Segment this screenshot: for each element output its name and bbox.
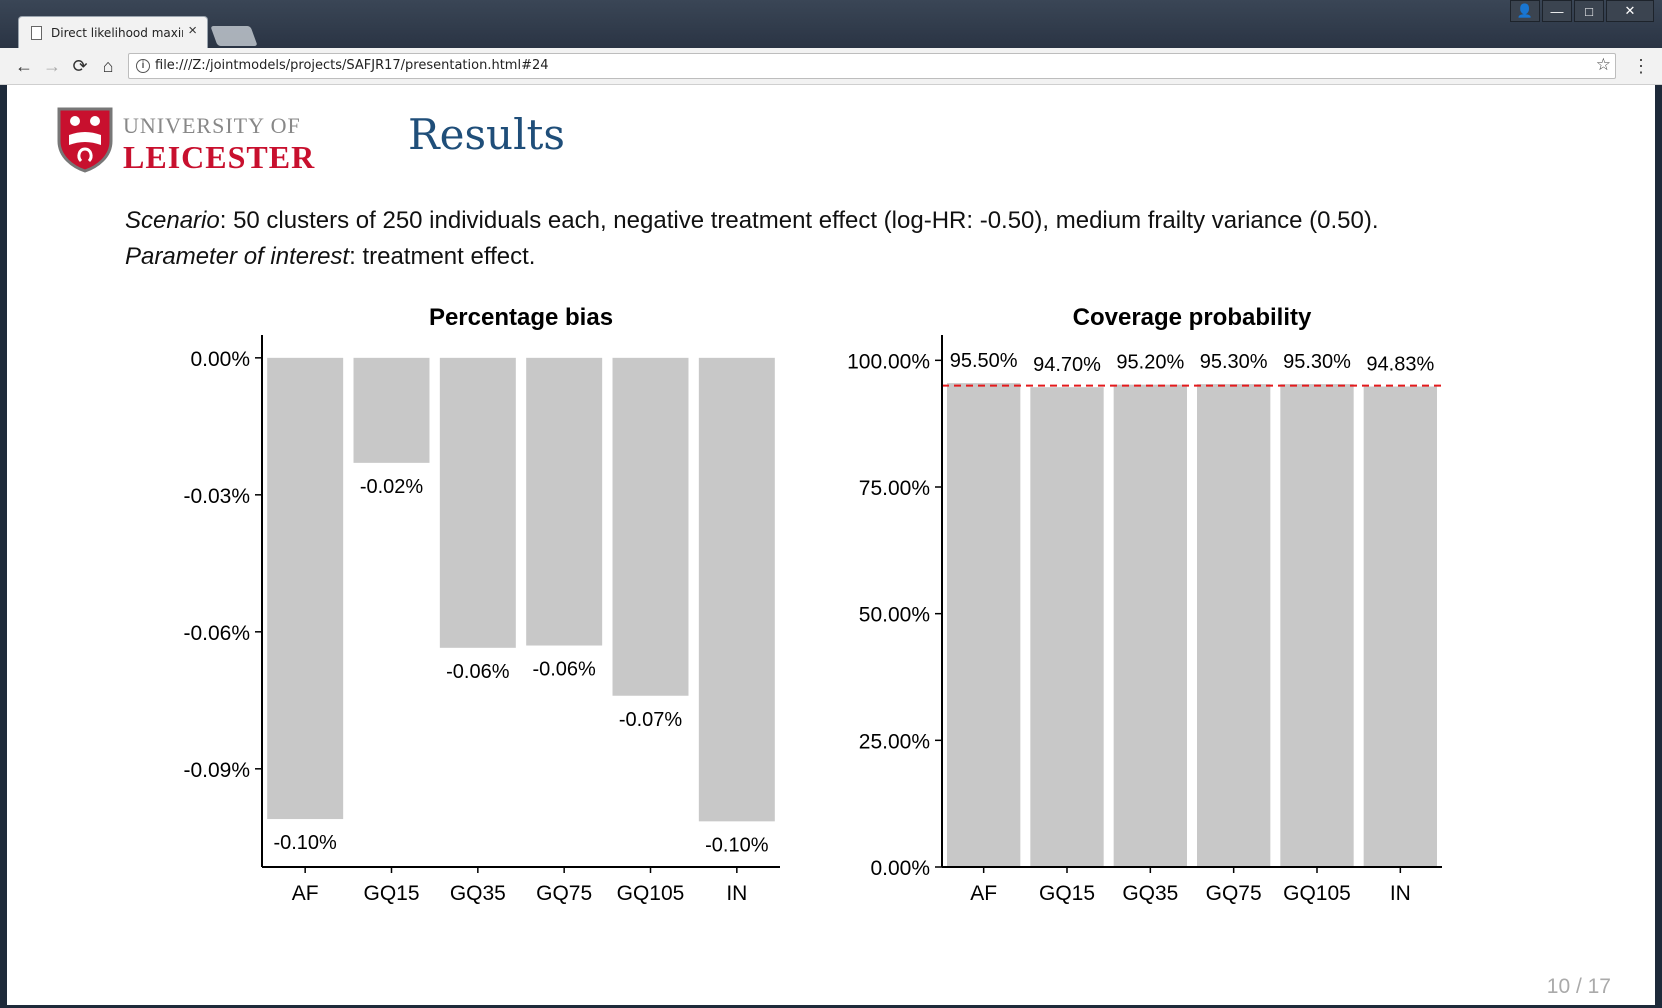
bar-gq15 xyxy=(353,357,430,463)
parameter-text: : treatment effect. xyxy=(349,243,536,270)
y-tick-label: 0.00% xyxy=(190,348,250,371)
x-tick-label: GQ105 xyxy=(1283,882,1351,905)
new-tab-button[interactable] xyxy=(210,26,258,46)
x-tick-label: GQ75 xyxy=(536,882,592,905)
coverage-probability-chart: Coverage probability 95.50% AF 94.70% GQ15 95… xyxy=(847,304,1442,905)
forward-icon[interactable]: → xyxy=(43,56,61,76)
data-label: -0.10% xyxy=(273,832,337,854)
x-tick-label: GQ35 xyxy=(450,882,506,905)
browser-toolbar: ← → ⟳ ⌂ i file:///Z:/jointmodels/project… xyxy=(0,48,1662,85)
logo-line2: LEICESTER xyxy=(123,139,316,175)
bar-gq35 xyxy=(1113,384,1187,867)
y-tick-label: 100.00% xyxy=(847,350,930,373)
shield-icon xyxy=(57,107,113,173)
x-tick-label: GQ75 xyxy=(1206,882,1262,905)
bookmark-star-icon[interactable]: ☆ xyxy=(1595,55,1611,74)
address-bar[interactable]: i file:///Z:/jointmodels/projects/SAFJR1… xyxy=(128,53,1616,79)
parameter-label: Parameter of interest xyxy=(125,243,350,270)
logo-line1: UNIVERSITY OF xyxy=(123,113,301,138)
x-tick-label: IN xyxy=(1390,882,1411,905)
page-number: 10 / 17 xyxy=(1546,975,1611,998)
bar-gq35 xyxy=(439,357,516,648)
x-tick-label: GQ35 xyxy=(1122,882,1178,905)
scenario-label: Scenario xyxy=(125,207,220,234)
chart-title: Percentage bias xyxy=(429,304,613,331)
bar-gq105 xyxy=(1280,384,1354,867)
tab-close-icon[interactable]: × xyxy=(188,22,197,39)
title-bar: Direct likelihood maximis × 👤 — □ ✕ xyxy=(0,0,1662,48)
bar-gq75 xyxy=(526,357,603,646)
reload-icon[interactable]: ⟳ xyxy=(72,56,88,76)
minimize-button[interactable]: — xyxy=(1542,0,1572,22)
y-tick-label: 75.00% xyxy=(859,477,930,500)
y-tick-label: 25.00% xyxy=(859,730,930,753)
data-label: -0.10% xyxy=(705,834,769,856)
x-tick-label: AF xyxy=(292,882,319,905)
back-icon[interactable]: ← xyxy=(15,56,33,76)
y-tick-label: 50.00% xyxy=(859,604,930,627)
data-label: -0.06% xyxy=(446,661,510,683)
close-button[interactable]: ✕ xyxy=(1606,0,1654,22)
bar-gq105 xyxy=(612,357,689,696)
y-tick-label: 0.00% xyxy=(870,857,930,880)
university-logo: UNIVERSITY OF LEICESTER xyxy=(57,107,314,177)
tab-title: Direct likelihood maximis xyxy=(51,26,183,40)
parameter-line: Parameter of interest: treatment effect. xyxy=(125,239,1379,275)
bar-gq15 xyxy=(1030,387,1104,867)
y-tick-label: -0.06% xyxy=(183,622,250,645)
url-text[interactable]: file:///Z:/jointmodels/projects/SAFJR17/… xyxy=(155,58,549,73)
data-label: -0.07% xyxy=(619,709,683,731)
x-tick-label: AF xyxy=(970,882,997,905)
tab-active[interactable]: Direct likelihood maximis × xyxy=(18,16,208,48)
maximize-button[interactable]: □ xyxy=(1574,0,1604,22)
home-icon[interactable]: ⌂ xyxy=(102,56,114,76)
slide-viewport: UNIVERSITY OF LEICESTER Results Scenario… xyxy=(7,85,1655,1005)
bar-in xyxy=(1363,386,1437,867)
scenario-line: Scenario: 50 clusters of 250 individuals… xyxy=(125,203,1379,239)
data-label: 95.20% xyxy=(1116,352,1184,374)
y-tick-label: -0.09% xyxy=(183,759,250,782)
data-label: -0.02% xyxy=(360,476,424,498)
data-label: 95.50% xyxy=(950,350,1018,372)
bar-gq75 xyxy=(1197,384,1271,867)
x-tick-label: IN xyxy=(726,882,747,905)
scenario-description: Scenario: 50 clusters of 250 individuals… xyxy=(125,203,1379,275)
user-icon[interactable]: 👤 xyxy=(1510,0,1540,22)
data-label: 94.70% xyxy=(1033,354,1101,376)
data-label: 95.30% xyxy=(1283,351,1351,373)
document-icon xyxy=(31,26,42,40)
data-label: -0.06% xyxy=(532,659,596,681)
data-label: 95.30% xyxy=(1200,351,1268,373)
bar-af xyxy=(267,357,344,820)
bar-in xyxy=(698,357,775,822)
percentage-bias-chart: Percentage bias -0.10% AF -0.02% GQ15 -0.06% G… xyxy=(183,304,780,905)
data-label: 94.83% xyxy=(1366,354,1434,376)
menu-icon[interactable]: ⋮ xyxy=(1632,56,1650,76)
window-controls: 👤 — □ ✕ xyxy=(1510,0,1654,22)
x-tick-label: GQ105 xyxy=(617,882,685,905)
scenario-text: : 50 clusters of 250 individuals each, n… xyxy=(219,207,1379,234)
chart-title: Coverage probability xyxy=(1073,304,1312,331)
x-tick-label: GQ15 xyxy=(363,882,419,905)
y-tick-label: -0.03% xyxy=(183,485,250,508)
slide-title: Results xyxy=(408,110,565,159)
info-icon[interactable]: i xyxy=(136,59,150,73)
bar-af xyxy=(947,383,1021,867)
x-tick-label: GQ15 xyxy=(1039,882,1095,905)
